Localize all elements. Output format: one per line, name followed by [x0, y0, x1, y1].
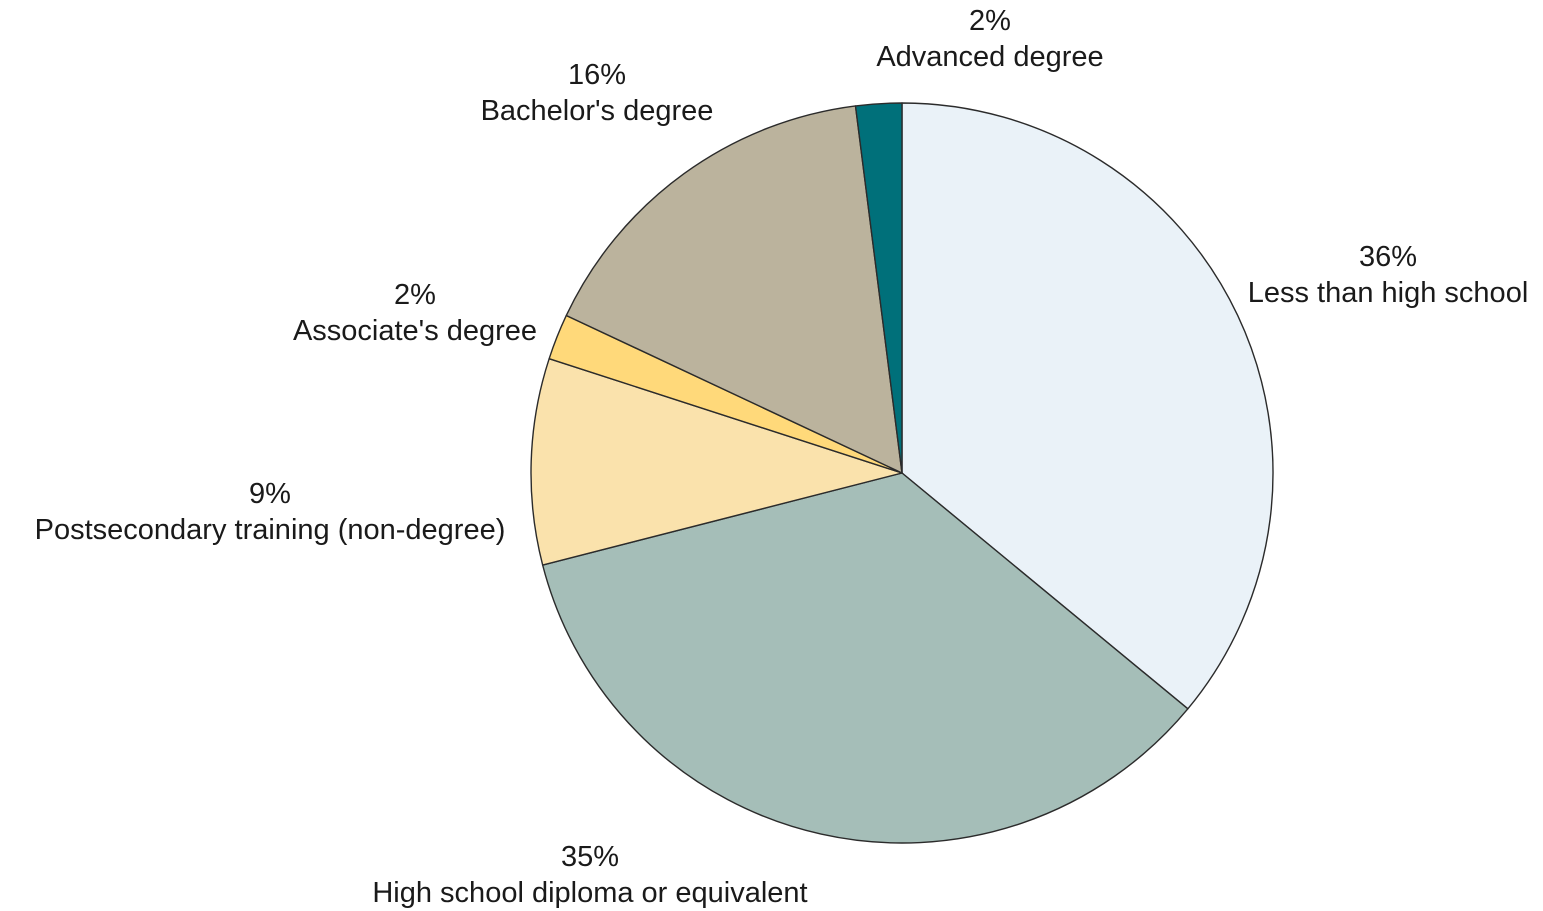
pie-slices	[530, 102, 1274, 844]
pie-category-label-bachelor-s-degree: Bachelor's degree	[481, 95, 714, 127]
pie-category-label-associate-s-degree: Associate's degree	[293, 315, 537, 347]
pie-value-label-postsecondary-training-non-degree: 9%	[249, 478, 291, 510]
pie-value-label-high-school-diploma-or-equivalent: 35%	[561, 841, 619, 873]
pie-category-label-less-than-high-school: Less than high school	[1248, 277, 1529, 309]
pie-slice-bachelor-s-degree	[565, 105, 903, 474]
pie-category-label-advanced-degree: Advanced degree	[876, 41, 1103, 73]
pie-slice-advanced-degree	[854, 102, 903, 474]
pie-value-label-bachelor-s-degree: 16%	[568, 59, 626, 91]
pie-value-label-less-than-high-school: 36%	[1359, 241, 1417, 273]
pie-category-label-high-school-diploma-or-equivalent: High school diploma or equivalent	[372, 877, 807, 909]
pie-labels: 36% Less than high school 35% High school d…	[35, 5, 1529, 909]
pie-value-label-advanced-degree: 2%	[969, 5, 1011, 37]
pie-value-label-associate-s-degree: 2%	[394, 279, 436, 311]
pie-slice-less-than-high-school	[901, 102, 1274, 710]
pie-slice-high-school-diploma-or-equivalent	[541, 472, 1189, 844]
pie-category-label-postsecondary-training-non-degree: Postsecondary training (non-degree)	[35, 514, 506, 546]
pie-slice-postsecondary-training-non-degree	[530, 357, 903, 566]
